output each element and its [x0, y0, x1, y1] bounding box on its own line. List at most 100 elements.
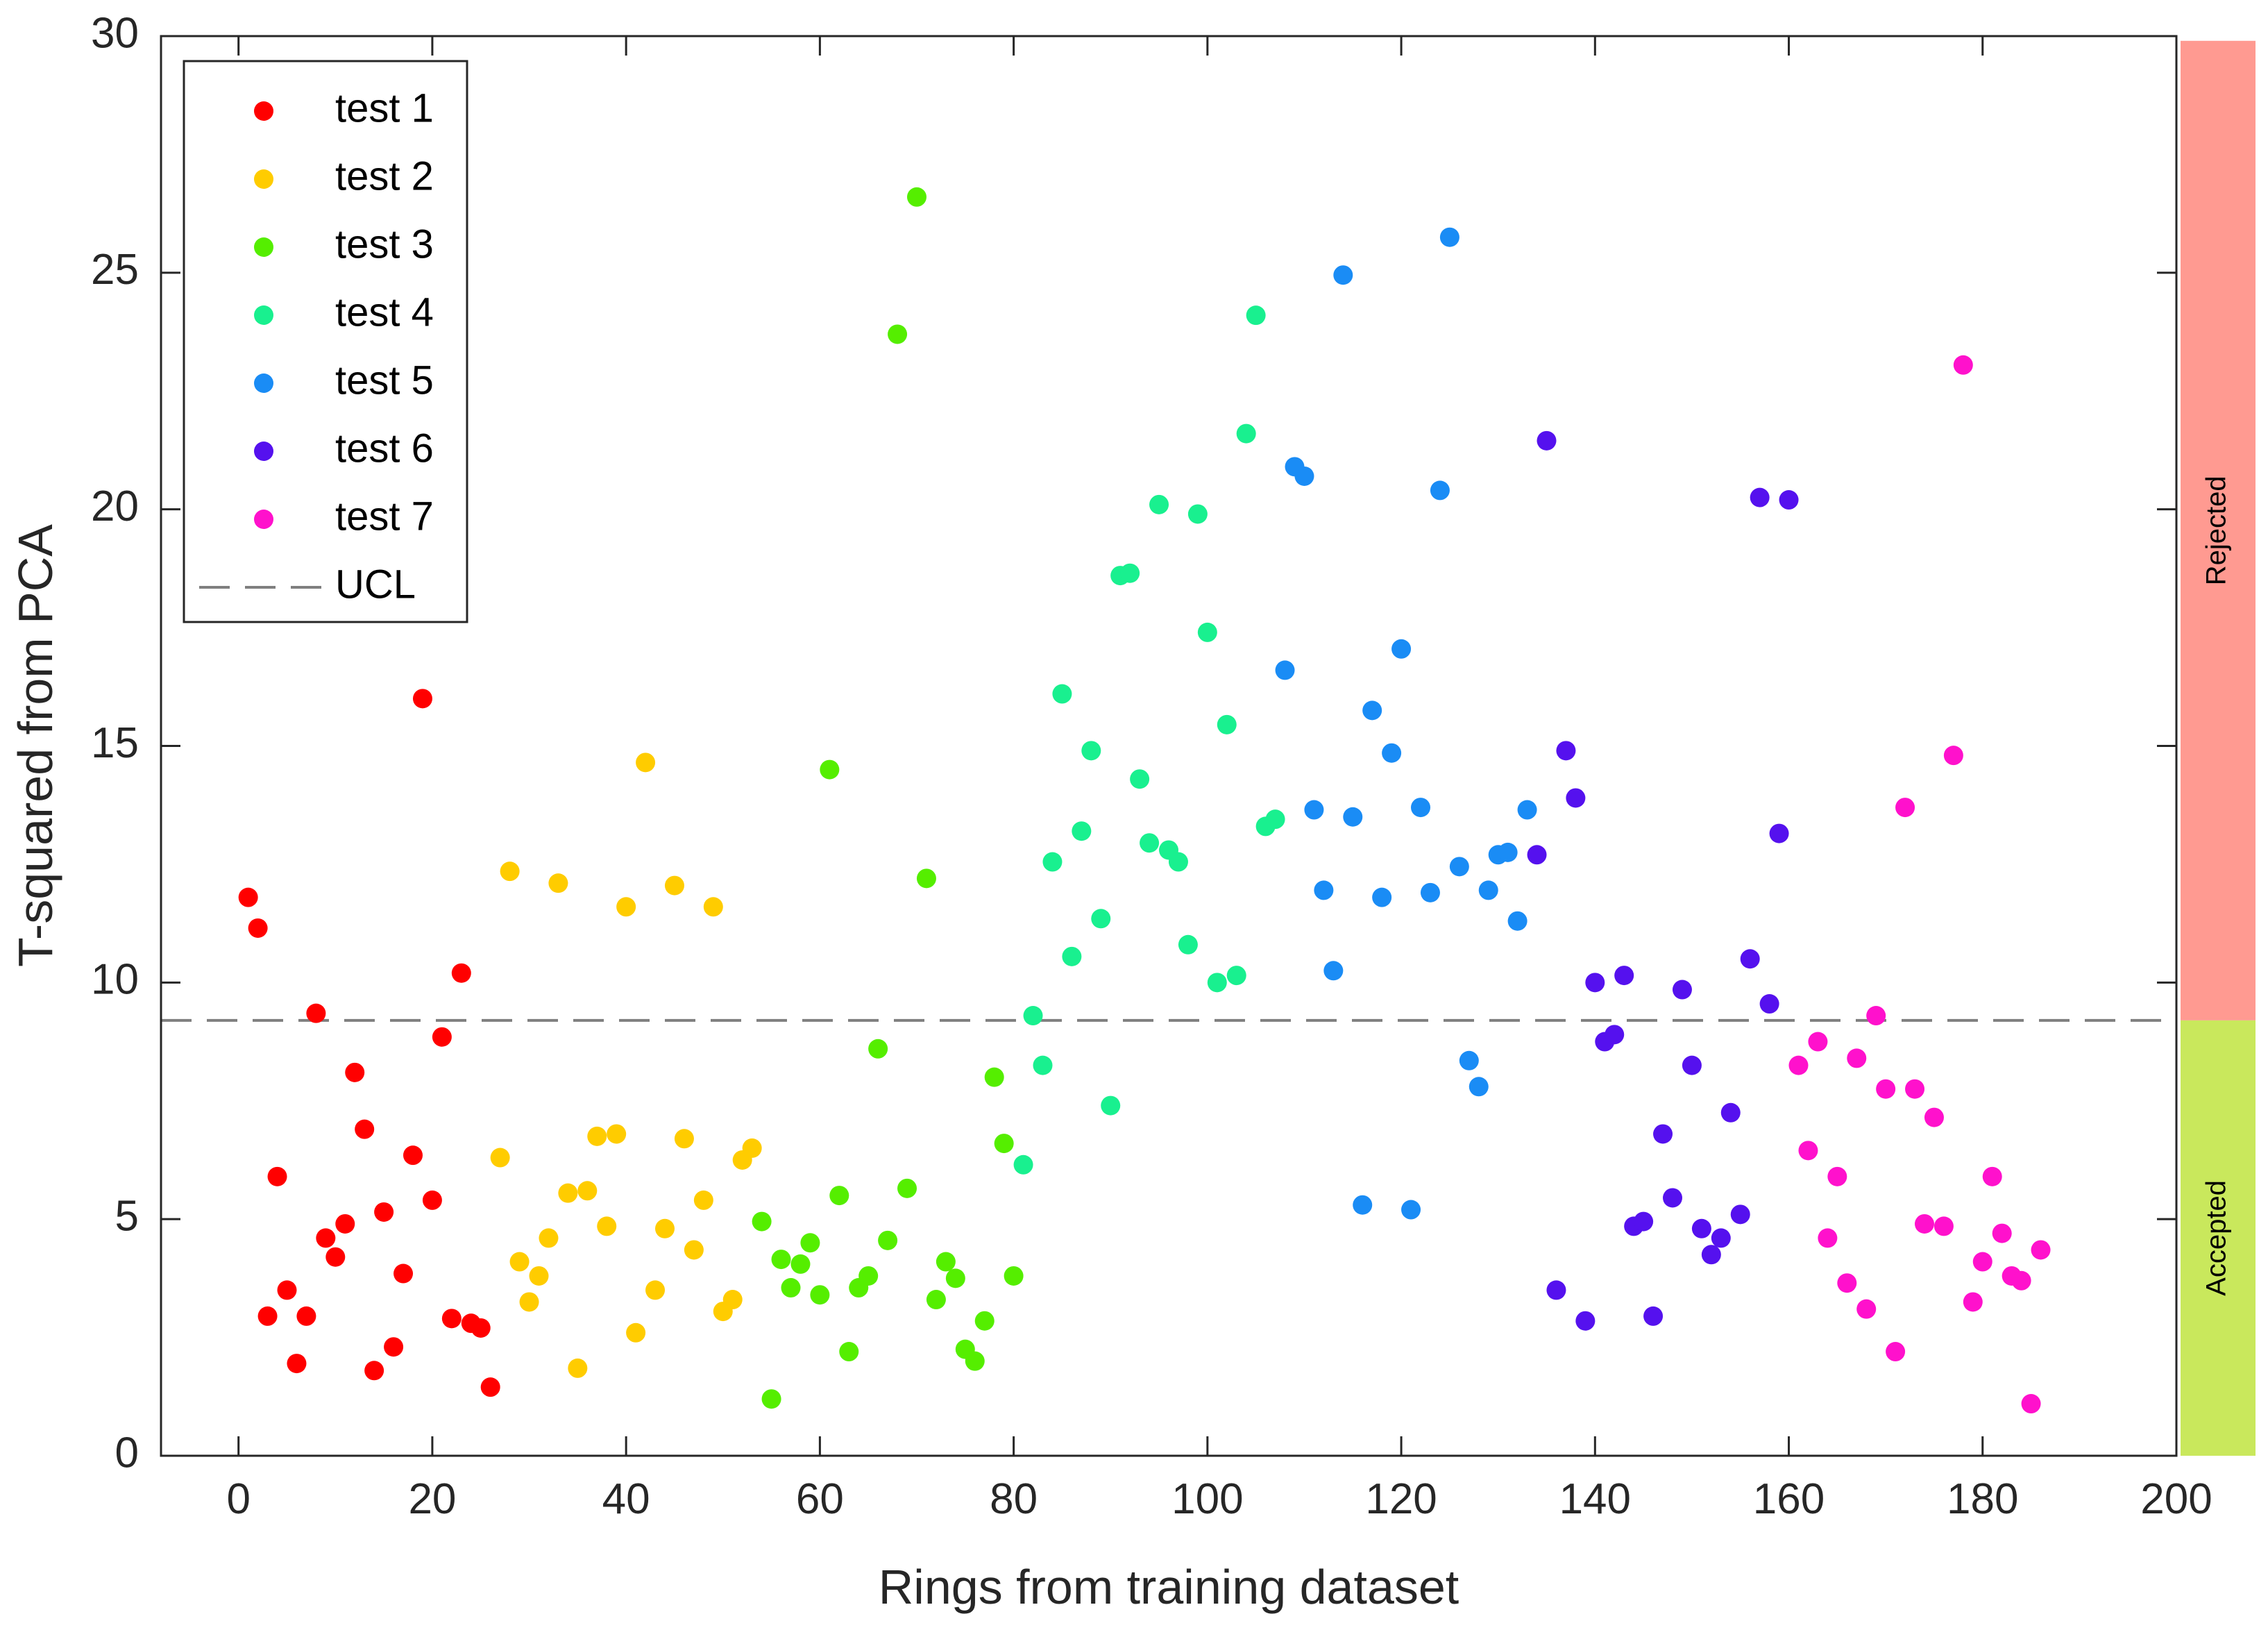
data-point: [1982, 1166, 2002, 1186]
data-point: [742, 1138, 762, 1158]
data-point: [1091, 909, 1111, 929]
data-point: [1226, 966, 1246, 986]
data-point: [1886, 1342, 1906, 1362]
data-point: [926, 1290, 946, 1310]
x-tick-label: 80: [990, 1475, 1038, 1523]
data-point: [1072, 821, 1092, 841]
data-point: [1178, 934, 1198, 955]
axes: 0 20 40 60 80 100 120 140 160 180 200 0 5 10 15 20 25 30: [91, 9, 2212, 1523]
data-point: [500, 862, 520, 882]
data-point: [1691, 1218, 1711, 1238]
data-point: [1750, 487, 1770, 507]
data-point: [1062, 946, 1082, 966]
data-point: [1634, 1211, 1654, 1232]
data-point: [1701, 1245, 1721, 1265]
data-point: [1439, 227, 1459, 247]
data-point: [1449, 857, 1469, 877]
data-point: [1614, 966, 1634, 986]
data-point: [897, 1178, 917, 1198]
data-point: [384, 1337, 404, 1357]
data-point: [1730, 1204, 1750, 1225]
data-point: [693, 1190, 713, 1210]
data-point: [1953, 355, 1973, 375]
data-point: [364, 1361, 384, 1381]
legend-marker: [254, 305, 273, 325]
series-7: [1788, 355, 2051, 1414]
data-point: [1362, 700, 1382, 721]
data-point: [1992, 1223, 2012, 1243]
data-point: [1120, 563, 1140, 583]
data-point: [839, 1342, 859, 1362]
data-point: [1517, 800, 1537, 820]
legend-box: [183, 60, 468, 623]
data-point: [325, 1247, 346, 1267]
x-tick-label: 160: [1753, 1475, 1825, 1523]
x-tick-label: 60: [796, 1475, 844, 1523]
x-tick-label: 20: [408, 1475, 456, 1523]
data-point: [1847, 1048, 1867, 1068]
data-point: [2021, 1394, 2041, 1414]
data-point: [1963, 1292, 1983, 1312]
data-point: [1004, 1266, 1024, 1286]
data-point: [345, 1062, 365, 1082]
data-point: [1818, 1228, 1838, 1248]
data-point: [480, 1377, 500, 1397]
legend-label: test 2: [335, 153, 434, 199]
data-point: [907, 187, 926, 207]
data-point: [597, 1216, 617, 1236]
data-point: [1217, 714, 1237, 734]
data-point: [403, 1145, 423, 1166]
data-point: [684, 1240, 704, 1260]
data-point: [1507, 911, 1527, 931]
data-point: [1682, 1055, 1702, 1075]
legend-marker: [254, 237, 273, 257]
legend-label: test 1: [335, 85, 434, 131]
data-point: [1905, 1079, 1925, 1099]
y-tick-label: 0: [115, 1429, 139, 1477]
data-point: [1720, 1102, 1741, 1123]
series-4: [1013, 305, 1285, 1175]
y-tick-label: 30: [91, 9, 139, 57]
band-rejected: [2181, 40, 2256, 1020]
data-point: [509, 1252, 530, 1272]
data-point: [1081, 741, 1101, 761]
data-point: [1149, 494, 1169, 514]
data-point: [945, 1268, 965, 1288]
data-point: [1537, 430, 1557, 451]
data-point: [1943, 746, 1963, 766]
data-point: [1740, 949, 1760, 969]
plot-frame: [160, 35, 2178, 1457]
data-point: [1391, 639, 1412, 659]
data-point: [607, 1124, 627, 1144]
data-point: [1585, 973, 1605, 993]
x-tick-label: 180: [1947, 1475, 2018, 1523]
legend: test 1 test 2 test 3 test 4 test 5 test 6 test…: [183, 60, 468, 623]
data-point: [1895, 798, 1915, 818]
legend-label: test 4: [335, 289, 434, 335]
y-tick-label: 20: [91, 482, 139, 530]
data-point: [539, 1228, 559, 1248]
data-point: [664, 875, 684, 896]
data-point: [1566, 788, 1586, 808]
data-point: [888, 324, 908, 344]
data-point: [1372, 887, 1392, 907]
data-point: [296, 1306, 316, 1326]
data-point: [626, 1322, 646, 1343]
data-point: [2031, 1240, 2051, 1260]
band-label-accepted: Accepted: [2201, 1180, 2232, 1296]
data-point: [490, 1148, 510, 1168]
data-point: [1769, 823, 1789, 843]
data-point: [1711, 1228, 1731, 1248]
data-point: [451, 963, 471, 983]
data-point: [1653, 1124, 1673, 1144]
data-point: [771, 1250, 791, 1270]
y-tick-label: 10: [91, 956, 139, 1004]
data-point: [568, 1358, 588, 1378]
x-axis-title: Rings from training dataset: [879, 1560, 1459, 1614]
data-point: [916, 868, 936, 889]
series-5: [1275, 227, 1537, 1220]
data-point: [548, 873, 568, 893]
data-point: [1294, 466, 1314, 486]
data-point: [1808, 1032, 1828, 1052]
data-point: [1459, 1050, 1479, 1070]
